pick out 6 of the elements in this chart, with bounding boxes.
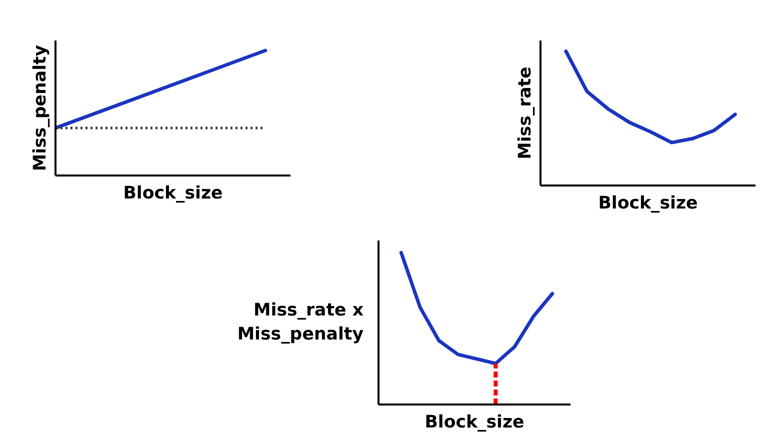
y-axis-title: Miss_rate x Miss_penalty [237,300,364,344]
y-axis-title: Miss_rate [516,66,536,160]
x-axis-title: Block_size [598,194,698,214]
x-axis-title: Block_size [123,184,223,204]
y-axis-title: Miss_penalty [30,44,50,172]
x-axis-title: Block_size [424,412,524,432]
